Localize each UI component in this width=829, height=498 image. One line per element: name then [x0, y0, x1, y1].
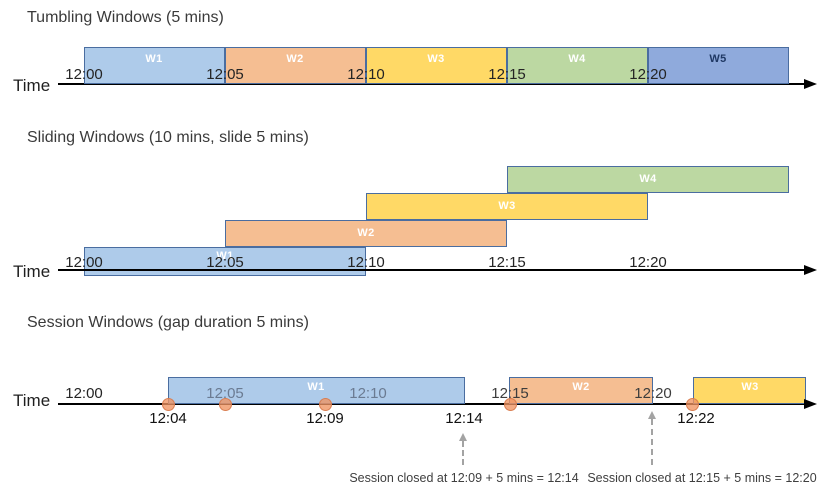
tumbling-window-w3-label: W3 — [427, 53, 445, 65]
event-dot-1215 — [504, 398, 517, 411]
tumbling-tick-1215: 12:15 — [488, 66, 526, 83]
tumbling-timeline-axis — [58, 83, 806, 85]
session-tick-1200: 12:00 — [65, 385, 103, 402]
session-tick-1220: 12:20 — [634, 385, 672, 402]
session-tick-1215: 12:15 — [491, 385, 529, 402]
tumbling-title: Tumbling Windows (5 mins) — [27, 9, 224, 26]
session-time-label: Time — [13, 391, 51, 410]
sliding-tick-1210: 12:10 — [347, 254, 385, 271]
sliding-title: Sliding Windows (10 mins, slide 5 mins) — [27, 129, 309, 146]
tumbling-window-w1 — [84, 47, 225, 84]
session-window-w1 — [168, 377, 465, 404]
session-close-annotation-1: Session closed at 12:09 + 5 mins = 12:14 — [349, 471, 579, 485]
sliding-time-label: Time — [13, 262, 51, 281]
session-window-w3-label: W3 — [741, 381, 759, 393]
session-tick-1210: 12:10 — [349, 385, 387, 402]
tumbling-time-label: Time — [13, 76, 51, 95]
session-close-label-1214: 12:14 — [445, 410, 483, 427]
sliding-tick-1200: 12:00 — [65, 254, 103, 271]
tumbling-window-w1-label: W1 — [145, 53, 163, 65]
sliding-axis-arrowhead-icon — [804, 265, 817, 275]
tumbling-window-w4 — [507, 47, 648, 84]
session-title: Session Windows (gap duration 5 mins) — [27, 314, 309, 331]
sliding-window-w3-label: W3 — [498, 200, 516, 212]
tumbling-axis-arrowhead-icon — [804, 79, 817, 89]
session-event-label-1222: 12:22 — [677, 410, 715, 427]
session-close-annotation-2: Session closed at 12:15 + 5 mins = 12:20 — [587, 471, 817, 485]
session-timeline-axis — [58, 403, 806, 405]
dashed-arrow-line — [651, 419, 653, 465]
dashed-up-arrow-icon — [459, 433, 467, 441]
tumbling-tick-1200: 12:00 — [65, 66, 103, 83]
tumbling-window-w3 — [366, 47, 507, 84]
session-event-label-1209: 12:09 — [306, 410, 344, 427]
tumbling-window-w2-label: W2 — [286, 53, 304, 65]
event-dot-1204 — [162, 398, 175, 411]
session-tick-1205: 12:05 — [206, 385, 244, 402]
tumbling-window-w5-label: W5 — [709, 53, 727, 65]
tumbling-window-w4-label: W4 — [568, 53, 586, 65]
sliding-timeline-axis — [58, 269, 806, 271]
sliding-tick-1220: 12:20 — [629, 254, 667, 271]
sliding-tick-1205: 12:05 — [206, 254, 244, 271]
sliding-window-w2 — [225, 220, 507, 247]
tumbling-window-w2 — [225, 47, 366, 84]
event-dot-1209 — [319, 398, 332, 411]
sliding-window-w4-label: W4 — [639, 173, 657, 185]
sliding-tick-1215: 12:15 — [488, 254, 526, 271]
session-window-w1-label: W1 — [307, 381, 325, 393]
session-window-w2 — [509, 377, 653, 404]
tumbling-tick-1220: 12:20 — [629, 66, 667, 83]
tumbling-tick-1210: 12:10 — [347, 66, 385, 83]
sliding-window-w1 — [84, 247, 366, 276]
sliding-window-w3 — [366, 193, 648, 220]
session-axis-arrowhead-icon — [804, 399, 817, 409]
dashed-arrow-line — [462, 441, 464, 465]
event-dot-1205 — [219, 398, 232, 411]
event-dot-1222 — [686, 398, 699, 411]
sliding-window-w4 — [507, 166, 789, 193]
sliding-window-w1-label: W1 — [216, 250, 234, 262]
dashed-up-arrow-icon — [648, 411, 656, 419]
sliding-window-w2-label: W2 — [357, 227, 375, 239]
session-window-w2-label: W2 — [572, 381, 590, 393]
tumbling-window-w5 — [648, 47, 789, 84]
tumbling-tick-1205: 12:05 — [206, 66, 244, 83]
session-event-label-1204: 12:04 — [149, 410, 187, 427]
session-window-w3 — [693, 377, 806, 404]
